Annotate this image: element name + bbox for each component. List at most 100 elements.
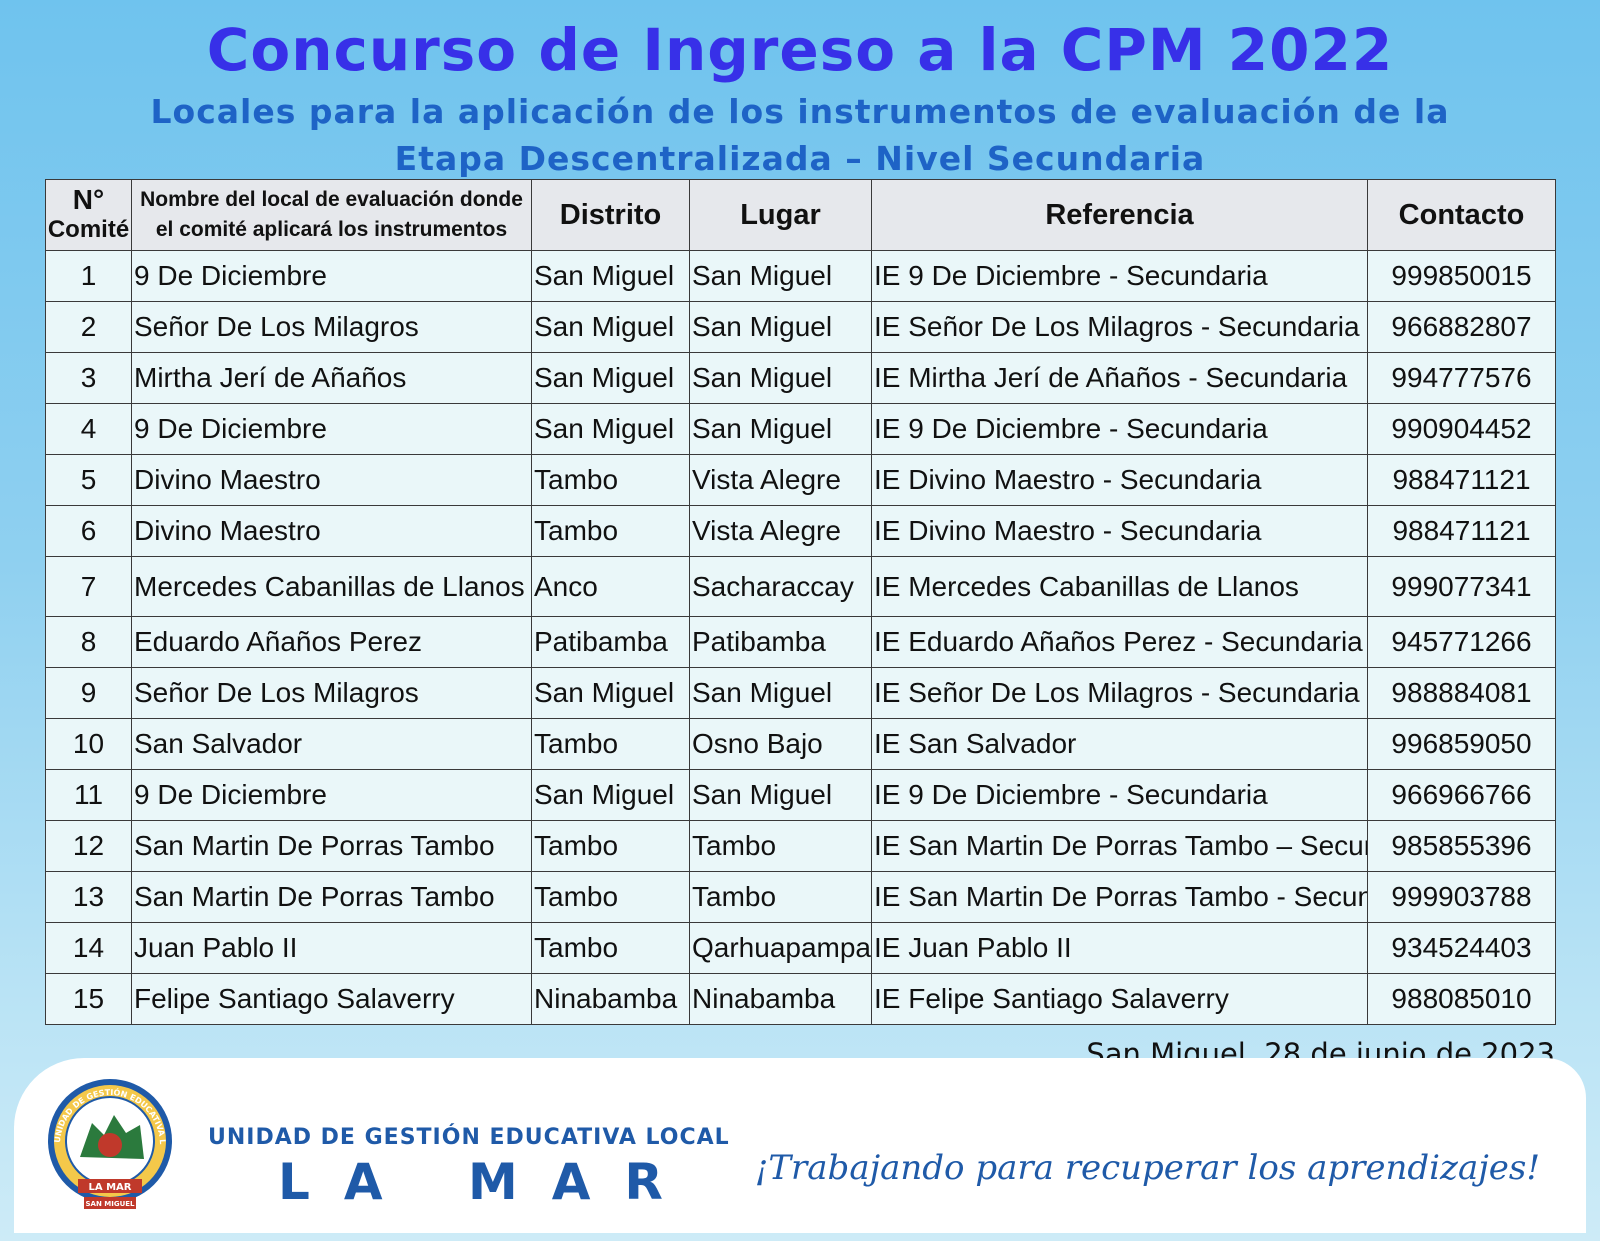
cell-contacto: 966966766 [1367,769,1556,821]
cell-local: 9 De Diciembre [131,769,532,821]
table-row: 15 Felipe Santiago Salaverry Ninabamba Nina… [45,973,1556,1025]
cell-contacto: 988884081 [1367,667,1556,719]
cell-local: 9 De Diciembre [131,250,532,302]
page-title: Concurso de Ingreso a la CPM 2022 [206,16,1394,84]
page-subtitle: Locales para la aplicación de los instru… [60,88,1540,182]
col-header-num: N° Comité [45,179,132,251]
cell-referencia: IE 9 De Diciembre - Secundaria [871,250,1368,302]
table-row: 8 Eduardo Añaños Perez Patibamba Patibamba I… [45,616,1556,668]
col-header-local: Nombre del local de evaluación donde el … [131,179,532,251]
cell-local: Mirtha Jerí de Añaños [131,352,532,404]
cell-lugar: Tambo [689,871,872,923]
cell-referencia: IE Eduardo Añaños Perez - Secundaria [871,616,1368,668]
cell-num: 1 [45,250,132,302]
logo-ribbon-text: SAN MIGUEL [86,1200,136,1208]
cell-lugar: Sacharaccay [689,556,872,617]
table-row: 9 Señor De Los Milagros San Miguel San Migu… [45,667,1556,719]
cell-contacto: 994777576 [1367,352,1556,404]
cell-referencia: IE Divino Maestro - Secundaria [871,505,1368,557]
cell-local: Divino Maestro [131,505,532,557]
cell-referencia: IE 9 De Diciembre - Secundaria [871,769,1368,821]
cell-lugar: Vista Alegre [689,454,872,506]
cell-num: 3 [45,352,132,404]
cell-lugar: Vista Alegre [689,505,872,557]
cell-distrito: San Miguel [531,250,690,302]
cell-lugar: Tambo [689,820,872,872]
cell-contacto: 985855396 [1367,820,1556,872]
table-row: 11 9 De Diciembre San Miguel San Miguel IE 9… [45,769,1556,821]
cell-local: San Martin De Porras Tambo [131,820,532,872]
cell-distrito: Ninabamba [531,973,690,1025]
cell-referencia: IE Señor De Los Milagros - Secundaria [871,301,1368,353]
cell-distrito: San Miguel [531,667,690,719]
cell-local: 9 De Diciembre [131,403,532,455]
cell-lugar: San Miguel [689,352,872,404]
cell-contacto: 966882807 [1367,301,1556,353]
table-row: 6 Divino Maestro Tambo Vista Alegre IE Divin… [45,505,1556,557]
table-row: 5 Divino Maestro Tambo Vista Alegre IE Divin… [45,454,1556,506]
cell-distrito: Tambo [531,718,690,770]
cell-distrito: Tambo [531,454,690,506]
cell-distrito: Tambo [531,922,690,974]
cell-local: Eduardo Añaños Perez [131,616,532,668]
cell-contacto: 996859050 [1367,718,1556,770]
cell-contacto: 988085010 [1367,973,1556,1025]
cell-referencia: IE Felipe Santiago Salaverry [871,973,1368,1025]
cell-local: Señor De Los Milagros [131,667,532,719]
cell-num: 7 [45,556,132,617]
cell-distrito: Anco [531,556,690,617]
cell-distrito: Tambo [531,505,690,557]
col-header-referencia: Referencia [871,179,1368,251]
cell-referencia: IE San Salvador [871,718,1368,770]
cell-lugar: San Miguel [689,301,872,353]
subtitle-line-1: Locales para la aplicación de los instru… [150,92,1450,131]
table-row: 10 San Salvador Tambo Osno Bajo IE San Salva… [45,718,1556,770]
cell-num: 15 [45,973,132,1025]
cell-referencia: IE Señor De Los Milagros - Secundaria [871,667,1368,719]
cell-distrito: San Miguel [531,403,690,455]
cell-referencia: IE Mirtha Jerí de Añaños - Secundaria [871,352,1368,404]
cell-distrito: Tambo [531,820,690,872]
table-row: 13 San Martin De Porras Tambo Tambo Tambo IE… [45,871,1556,923]
cell-referencia: IE 9 De Diciembre - Secundaria [871,403,1368,455]
table-row: 14 Juan Pablo II Tambo Qarhuapampa IE Juan P… [45,922,1556,974]
cell-num: 10 [45,718,132,770]
cell-contacto: 990904452 [1367,403,1556,455]
cell-lugar: Patibamba [689,616,872,668]
cell-num: 11 [45,769,132,821]
committee-table-container: N° Comité Nombre del local de evaluación… [45,179,1556,1025]
cell-lugar: San Miguel [689,250,872,302]
cell-local: Mercedes Cabanillas de Llanos [131,556,532,617]
cell-referencia: IE Mercedes Cabanillas de Llanos [871,556,1368,617]
cell-referencia: IE Juan Pablo II [871,922,1368,974]
ugel-seal-icon: UNIDAD DE GESTIÓN EDUCATIVA LOCAL LA MAR… [40,1075,172,1209]
cell-num: 13 [45,871,132,923]
cell-local: San Martin De Porras Tambo [131,871,532,923]
col-header-distrito: Distrito [531,179,690,251]
cell-distrito: San Miguel [531,352,690,404]
table-row: 12 San Martin De Porras Tambo Tambo Tambo IE… [45,820,1556,872]
cell-lugar: San Miguel [689,769,872,821]
committee-table: N° Comité Nombre del local de evaluación… [45,179,1556,1025]
cell-contacto: 988471121 [1367,454,1556,506]
cell-num: 4 [45,403,132,455]
cell-distrito: San Miguel [531,301,690,353]
table-row: 2 Señor De Los Milagros San Miguel San Migu… [45,301,1556,353]
cell-distrito: San Miguel [531,769,690,821]
cell-contacto: 999077341 [1367,556,1556,617]
cell-local: Felipe Santiago Salaverry [131,973,532,1025]
cell-num: 5 [45,454,132,506]
col-header-lugar: Lugar [689,179,872,251]
cell-local: Divino Maestro [131,454,532,506]
cell-num: 8 [45,616,132,668]
cell-referencia: IE Divino Maestro - Secundaria [871,454,1368,506]
cell-num: 12 [45,820,132,872]
cell-contacto: 999850015 [1367,250,1556,302]
cell-contacto: 934524403 [1367,922,1556,974]
table-header-row: N° Comité Nombre del local de evaluación… [45,179,1556,251]
cell-distrito: Patibamba [531,616,690,668]
slogan: ¡Trabajando para recuperar los aprendiza… [754,1148,1540,1188]
cell-num: 2 [45,301,132,353]
